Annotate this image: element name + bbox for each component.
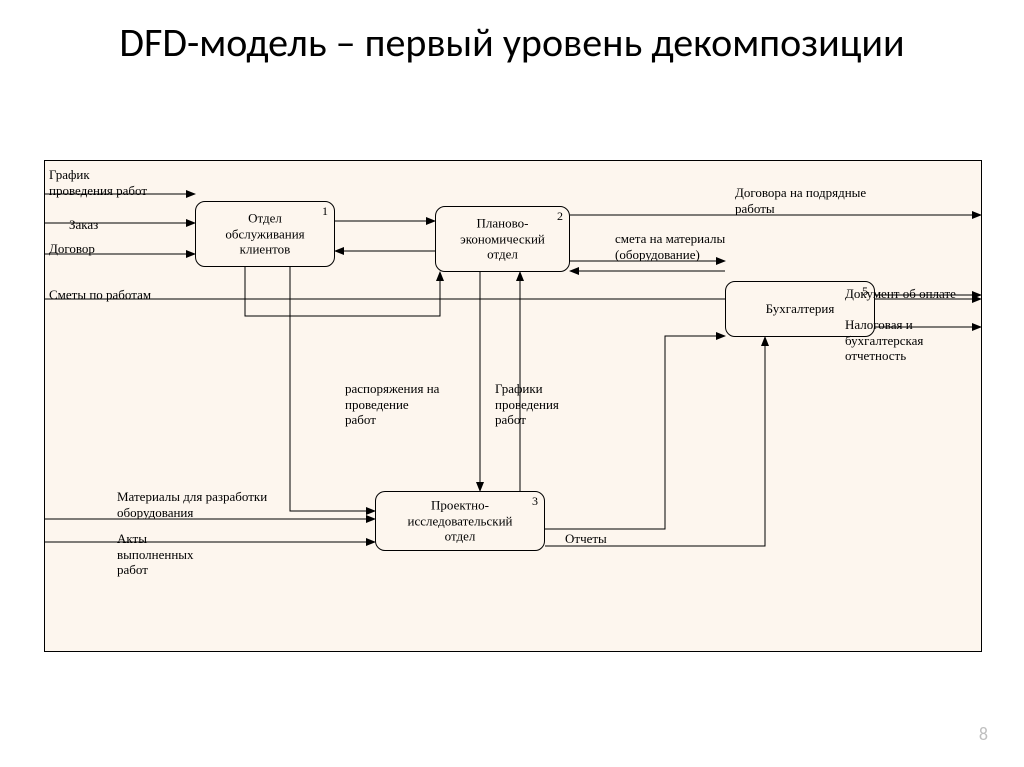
node-label: Проектно-исследовательскийотдел <box>380 498 540 545</box>
flow-label: распоряжения напроведениеработ <box>345 381 439 428</box>
flow-label: Материалы для разработкиоборудования <box>117 489 267 520</box>
flow-label: Актывыполненныхработ <box>117 531 194 578</box>
flow-label: Сметы по работам <box>49 287 151 303</box>
node-label: Бухгалтерия <box>730 301 870 317</box>
flow-label: смета на материалы(оборудование) <box>615 231 725 262</box>
flow-label: Заказ <box>69 217 98 233</box>
node-label: Планово-экономическийотдел <box>440 216 565 263</box>
edge <box>545 336 725 529</box>
node-label: Отделобслуживанияклиентов <box>200 211 330 258</box>
node-n1: 1Отделобслуживанияклиентов <box>195 201 335 267</box>
flow-label: Графикипроведенияработ <box>495 381 559 428</box>
slide-number: 8 <box>979 723 988 745</box>
flow-label: Договора на подрядныеработы <box>735 185 866 216</box>
diagram-canvas: 1Отделобслуживанияклиентов 2Планово-эконо… <box>44 160 982 652</box>
flow-label: Документ об оплате <box>845 286 956 302</box>
edge <box>245 267 440 316</box>
node-n2: 2Планово-экономическийотдел <box>435 206 570 272</box>
flow-label: Договор <box>49 241 95 257</box>
edge <box>545 337 765 546</box>
flow-label: Отчеты <box>565 531 607 547</box>
node-n3: 3Проектно-исследовательскийотдел <box>375 491 545 551</box>
flow-label: Налоговая ибухгалтерскаяотчетность <box>845 317 923 364</box>
flow-label: Графикпроведения работ <box>49 167 147 198</box>
page-title: DFD-модель – первый уровень декомпозиции <box>0 18 1024 67</box>
